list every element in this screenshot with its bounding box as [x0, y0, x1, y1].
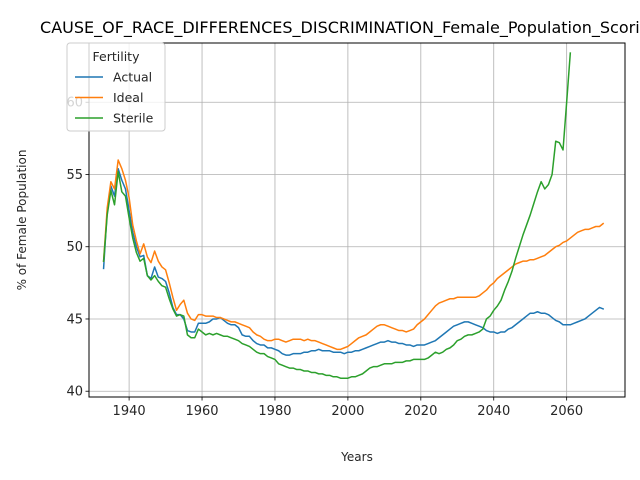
x-axis: 1940 1960 1980 2000 2020 2040 2060	[113, 397, 583, 419]
plot-frame	[88, 42, 626, 398]
y-tick-label: 55	[66, 168, 83, 183]
legend-title: Fertility	[93, 49, 141, 64]
legend: Fertility Actual Ideal Sterile	[66, 42, 166, 132]
grid-lines	[89, 43, 625, 397]
x-tick-label: 2020	[404, 404, 437, 419]
legend-entries: Actual Ideal Sterile	[75, 70, 154, 126]
y-tick-label: 45	[66, 312, 83, 327]
x-tick-label: 2000	[331, 404, 364, 419]
y-tick-label: 40	[66, 385, 83, 400]
y-tick-label: 50	[66, 240, 83, 255]
x-tick-label: 1980	[258, 404, 291, 419]
x-tick-label: 2040	[477, 404, 510, 419]
series-line-ideal	[102, 159, 605, 351]
series-lines	[102, 52, 605, 379]
x-tick-label: 2060	[550, 404, 583, 419]
x-axis-label: Years	[340, 450, 373, 464]
chart-title: CAUSE_OF_RACE_DIFFERENCES_DISCRIMINATION…	[40, 18, 640, 38]
legend-label-ideal: Ideal	[113, 90, 143, 105]
x-tick-label: 1960	[185, 404, 218, 419]
legend-box	[66, 42, 166, 132]
legend-label-actual: Actual	[113, 70, 152, 85]
y-axis-label: % of Female Population	[15, 150, 29, 291]
legend-label-sterile: Sterile	[113, 111, 154, 126]
x-tick-label: 1940	[113, 404, 146, 419]
series-line-sterile	[102, 52, 572, 379]
